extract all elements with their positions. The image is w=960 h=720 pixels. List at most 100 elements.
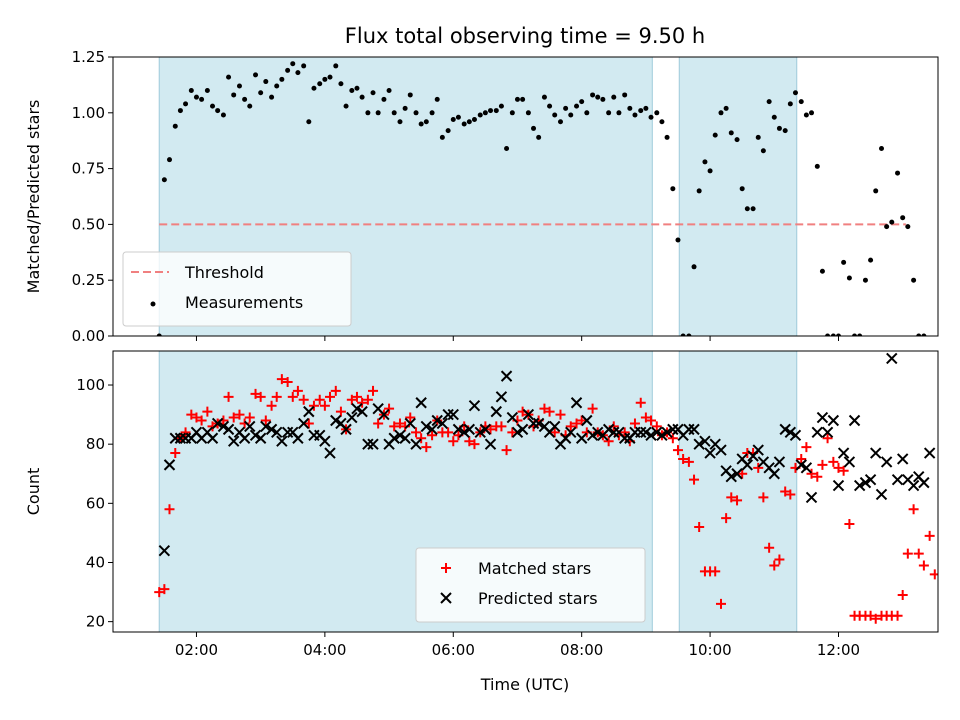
measurement-point — [359, 94, 365, 100]
measurement-point — [461, 121, 467, 127]
matched-star-point — [234, 409, 245, 420]
predicted-star-point — [832, 479, 845, 492]
predicted-star-point — [768, 468, 780, 480]
measurement-point — [547, 103, 553, 109]
matched-star-point — [549, 427, 560, 438]
matched-star-point — [346, 394, 357, 405]
matched-star-point — [539, 403, 550, 414]
measurement-point — [531, 125, 537, 131]
predicted-star-point — [522, 408, 535, 421]
predicted-star-point — [592, 426, 604, 439]
legend: Threshold Measurements — [122, 251, 352, 327]
matched-star-point — [260, 415, 271, 426]
matched-star-point — [918, 560, 929, 571]
matched-star-point — [501, 445, 512, 456]
measurement-point — [782, 128, 788, 134]
measurement-point — [541, 94, 547, 100]
predicted-star-point — [474, 426, 486, 439]
measurement-point — [675, 237, 681, 243]
matched-star-point — [228, 412, 239, 423]
predicted-star-point — [463, 423, 476, 436]
y-tick-label: 20 — [86, 613, 105, 631]
predicted-star-point — [565, 426, 577, 439]
predicted-star-point — [169, 432, 181, 444]
predicted-star-point — [779, 423, 791, 436]
predicted-star-point — [490, 405, 502, 418]
predicted-star-point — [211, 417, 224, 430]
measurement-point — [295, 70, 301, 76]
measurement-point — [466, 119, 472, 125]
matched-star-point — [838, 465, 849, 476]
measurement-point — [269, 94, 275, 100]
predicted-star-point — [222, 423, 235, 436]
y-tick-label: 1.00 — [72, 104, 105, 122]
matched-star-point — [298, 394, 309, 405]
measurement-point — [760, 148, 766, 154]
legend-label: Threshold — [184, 263, 264, 282]
predicted-star-point — [330, 414, 342, 427]
measurement-point — [471, 116, 477, 122]
matched-star-point — [373, 418, 384, 429]
measurement-point — [242, 96, 248, 102]
predicted-star-point — [640, 426, 652, 439]
matched-star-point — [196, 415, 207, 426]
predicted-star-point — [907, 479, 920, 492]
predicted-star-point — [436, 417, 449, 430]
matched-star-point — [443, 427, 454, 438]
legend-measurement-swatch — [150, 301, 156, 307]
matched-star-point — [689, 474, 700, 485]
predicted-star-point — [693, 438, 705, 450]
predicted-star-point — [404, 417, 416, 430]
predicted-star-point — [715, 444, 727, 456]
predicted-star-point — [816, 411, 829, 424]
matched-star-point — [737, 468, 748, 479]
measurement-point — [429, 110, 435, 116]
measurement-point — [434, 96, 440, 102]
measurement-point — [274, 83, 280, 89]
matched-star-point — [362, 394, 373, 405]
measurement-point — [455, 114, 461, 120]
x-axis-label: Time (UTC) — [480, 675, 569, 694]
y-tick-label: 60 — [86, 494, 105, 512]
y-axis-label: Matched/Predicted stars — [24, 100, 43, 294]
measurement-point — [792, 90, 798, 96]
predicted-star-point — [699, 435, 711, 447]
measurement-point — [375, 110, 381, 116]
measurement-point — [728, 130, 734, 136]
predicted-star-point — [875, 488, 888, 501]
measurement-point — [584, 110, 590, 116]
matched-star-point — [929, 569, 938, 580]
matched-star-point — [507, 427, 518, 438]
matched-star-point — [833, 462, 844, 473]
predicted-stars-series — [158, 352, 936, 557]
measurement-point — [648, 114, 654, 120]
matched-star-point — [715, 598, 726, 609]
matched-star-point — [485, 424, 496, 435]
predicted-star-point — [570, 397, 583, 409]
matched-star-point — [753, 462, 764, 473]
matched-star-point — [806, 468, 817, 479]
predicted-star-point — [356, 405, 368, 418]
measurement-point — [563, 105, 569, 111]
measurement-point — [183, 101, 189, 107]
matched-star-point — [448, 436, 459, 447]
measurement-point — [680, 333, 686, 336]
predicted-star-point — [458, 426, 470, 439]
measurement-point — [659, 119, 665, 125]
predicted-star-point — [880, 456, 893, 468]
measurement-point — [595, 94, 601, 100]
matched-star-point — [801, 442, 812, 453]
measurement-point — [418, 121, 424, 127]
predicted-star-point — [394, 429, 406, 442]
predicted-star-point — [773, 456, 786, 468]
measurement-point — [204, 87, 210, 93]
matched-star-point — [292, 385, 303, 396]
measurement-point — [857, 333, 863, 336]
matched-star-point — [710, 566, 721, 577]
predicted-star-point — [227, 435, 240, 447]
measurement-point — [477, 112, 483, 118]
predicted-star-point — [217, 420, 230, 433]
legend-label: Measurements — [185, 293, 303, 312]
matched-star-point — [496, 421, 507, 432]
